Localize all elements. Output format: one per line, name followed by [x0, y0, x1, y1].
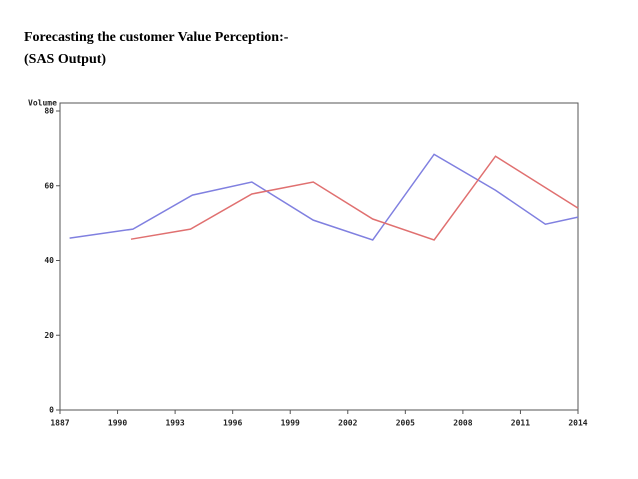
- x-tick-label: 2011: [511, 419, 530, 428]
- x-tick-label: 2014: [568, 419, 587, 428]
- x-tick-label: 1887: [50, 419, 69, 428]
- x-tick-label: 2002: [338, 419, 357, 428]
- x-tick-label: 1993: [165, 419, 184, 428]
- y-tick-label: 0: [49, 406, 54, 415]
- title: Forecasting the customer Value Perceptio…: [24, 30, 289, 45]
- y-tick-label: 20: [44, 331, 54, 340]
- y-tick-label: 40: [44, 256, 54, 265]
- subtitle: (SAS Output): [24, 52, 106, 67]
- series-line: [69, 153, 579, 241]
- x-tick-label: 1990: [108, 419, 127, 428]
- y-axis-label: Volume: [28, 99, 57, 108]
- series-line: [130, 155, 579, 241]
- x-tick-label: 2008: [453, 419, 472, 428]
- x-tick-label: 1996: [223, 419, 242, 428]
- plot-frame: [59, 102, 579, 411]
- x-tick-label: 1999: [281, 419, 300, 428]
- x-tick-label: 2005: [396, 419, 415, 428]
- y-tick-label: 80: [44, 107, 54, 116]
- y-tick-label: 60: [44, 181, 54, 190]
